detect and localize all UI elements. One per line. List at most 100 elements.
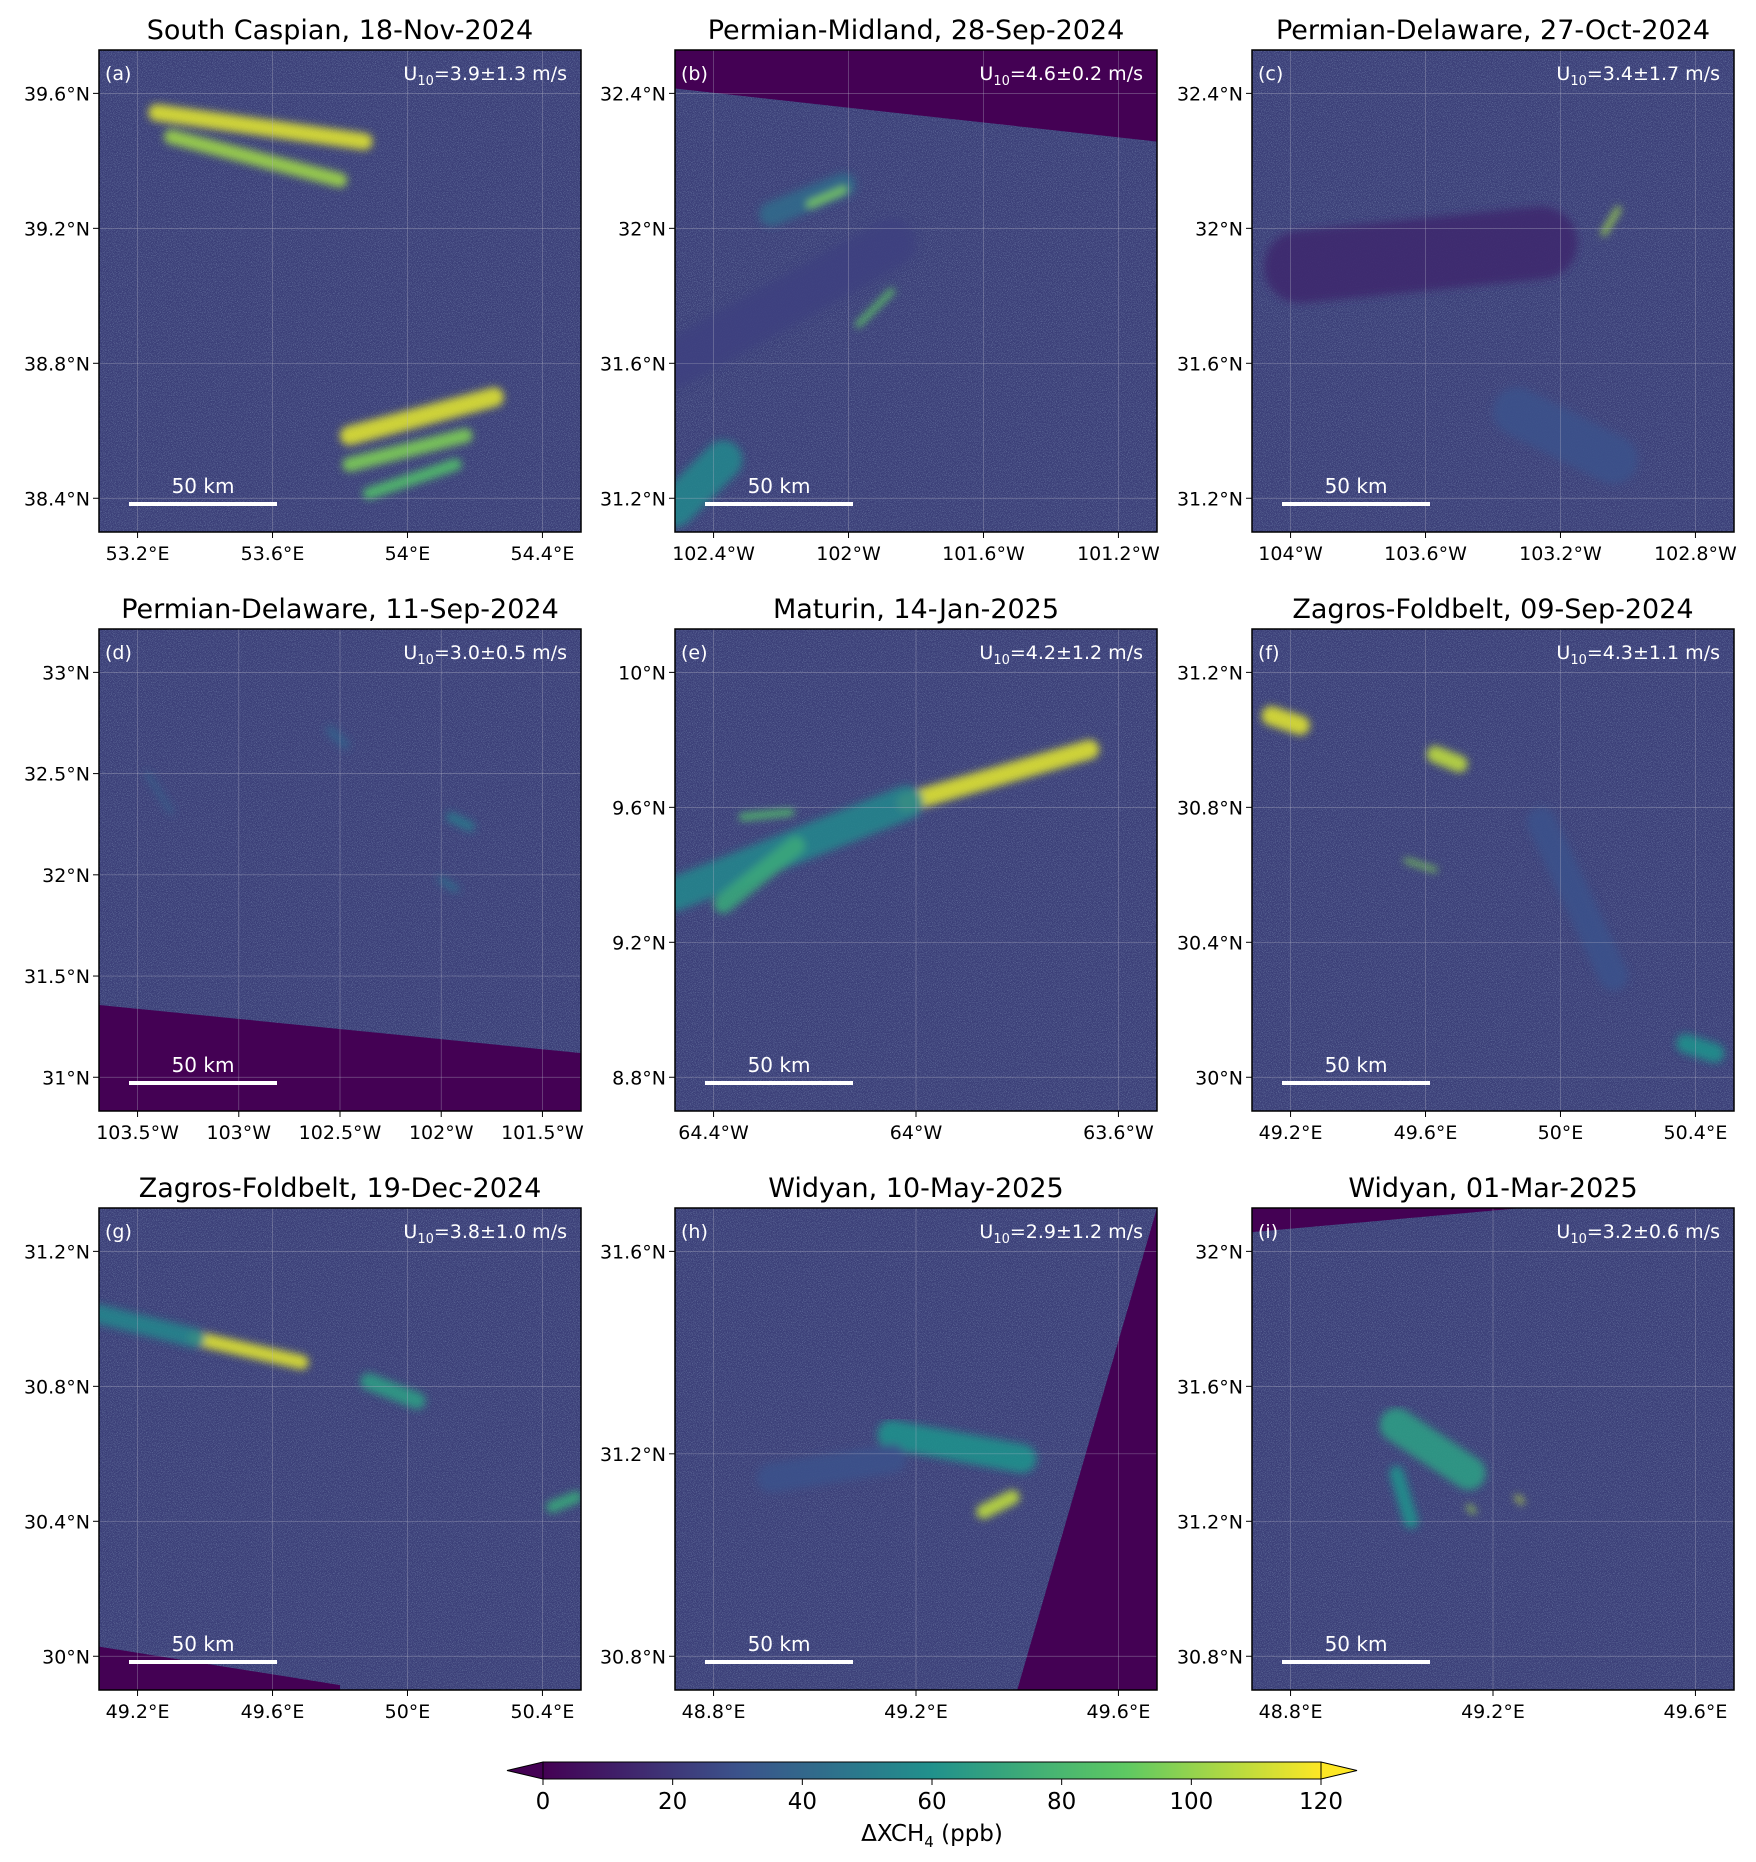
lon-tick-label: 54°E xyxy=(385,543,431,565)
colorbar-label: ΔXCH4 (ppb) xyxy=(861,1821,1003,1851)
lon-tick-label: 49.2°E xyxy=(106,1701,170,1723)
lat-tick-label: 8.8°N xyxy=(612,1067,666,1089)
panel-frame xyxy=(1251,1207,1735,1691)
lon-tick-label: 49.6°E xyxy=(1664,1701,1728,1723)
methane-plume xyxy=(806,186,848,208)
no-data-region xyxy=(99,1646,340,1690)
wind-speed: U10=2.9±1.2 m/s xyxy=(979,1221,1143,1247)
lat-tick-label: 33°N xyxy=(42,662,90,684)
lat-tick-label: 30.4°N xyxy=(24,1511,90,1533)
noise-texture xyxy=(99,1208,581,1690)
lat-tick-label: 31.6°N xyxy=(600,1241,666,1263)
lat-tick-label: 31.6°N xyxy=(600,353,666,375)
lat-tick-label: 31.2°N xyxy=(1177,662,1243,684)
methane-plume xyxy=(675,218,917,388)
colorbar-tick-label: 60 xyxy=(917,1789,946,1815)
methane-plume xyxy=(1261,706,1310,736)
lat-tick-label: 32.4°N xyxy=(600,83,666,105)
methane-plume xyxy=(675,440,743,528)
panel-letter: (b) xyxy=(681,63,708,85)
panel-title: Permian-Midland, 28-Sep-2024 xyxy=(708,15,1125,46)
lat-tick-label: 31.6°N xyxy=(1177,1376,1243,1398)
colorbar: 0 20 40 60 80 100 120 ΔXCH4 (ppb) xyxy=(506,1761,1358,1851)
lat-tick-label: 32°N xyxy=(618,218,666,240)
lat-tick-label: 32°N xyxy=(1195,218,1243,240)
scale-bar-label: 50 km xyxy=(172,1632,235,1656)
lat-tick-label: 39.6°N xyxy=(24,83,90,105)
wind-speed: U10=3.4±1.7 m/s xyxy=(1556,63,1720,89)
lat-tick-label: 30.8°N xyxy=(24,1376,90,1398)
scale-bar-label: 50 km xyxy=(1325,1632,1388,1656)
lat-tick-label: 38.4°N xyxy=(24,488,90,510)
lat-tick-label: 30.8°N xyxy=(600,1646,666,1668)
panel-title: Widyan, 01-Mar-2025 xyxy=(1348,1173,1637,1204)
no-data-region xyxy=(675,50,1157,142)
methane-plume xyxy=(877,1420,1037,1474)
panel-frame xyxy=(674,49,1158,533)
lon-tick-label: 49.2°E xyxy=(1259,1122,1323,1144)
methane-plume xyxy=(1676,1033,1725,1063)
wind-speed: U10=4.3±1.1 m/s xyxy=(1556,642,1720,668)
lon-tick-label: 49.2°E xyxy=(884,1701,948,1723)
colorbar-tick-label: 120 xyxy=(1299,1789,1343,1815)
map-panel: 32.4°N 32°N 31.6°N 31.2°N 104°W 103.6°W 103.2°… xyxy=(1177,15,1737,565)
methane-plume xyxy=(896,739,1100,813)
map-panel: 39.6°N 39.2°N 38.8°N 38.4°N 53.2°E 53.6°E 54°E… xyxy=(24,15,582,565)
lon-tick-label: 103.5°W xyxy=(96,1122,179,1144)
methane-plume xyxy=(1264,206,1578,304)
panel-title: Permian-Delaware, 11-Sep-2024 xyxy=(121,594,559,625)
methane-plume xyxy=(1600,206,1622,237)
lat-tick-label: 32.4°N xyxy=(1177,83,1243,105)
panel-title: South Caspian, 18-Nov-2024 xyxy=(147,15,534,46)
colorbar-tick-label: 40 xyxy=(788,1789,817,1815)
lon-tick-label: 103.6°W xyxy=(1384,543,1467,565)
colorbar-tick-label: 80 xyxy=(1047,1789,1076,1815)
panel-letter: (e) xyxy=(681,642,708,664)
methane-plume xyxy=(437,876,460,893)
lat-tick-label: 30.8°N xyxy=(1177,1646,1243,1668)
lon-tick-label: 50°E xyxy=(1538,1122,1584,1144)
noise-texture xyxy=(1252,629,1734,1111)
lat-tick-label: 30°N xyxy=(42,1646,90,1668)
lat-tick-label: 31.2°N xyxy=(1177,488,1243,510)
lon-tick-label: 102.5°W xyxy=(299,1122,382,1144)
panel-letter: (i) xyxy=(1258,1221,1278,1243)
lon-tick-label: 49.6°E xyxy=(241,1701,305,1723)
scale-bar-label: 50 km xyxy=(748,1053,811,1077)
lon-tick-label: 53.6°E xyxy=(241,543,305,565)
panel-frame xyxy=(1251,628,1735,1112)
lat-tick-label: 9.6°N xyxy=(612,797,666,819)
panel-title: Maturin, 14-Jan-2025 xyxy=(773,594,1059,625)
lat-tick-label: 9.2°N xyxy=(612,932,666,954)
methane-plume xyxy=(144,771,174,815)
methane-plume xyxy=(976,1489,1020,1519)
methane-plume xyxy=(1466,1504,1477,1515)
lon-tick-label: 64°W xyxy=(890,1122,943,1144)
map-panel: 32°N 31.6°N 31.2°N 30.8°N 48.8°E 49.2°E 49.6°E… xyxy=(1177,1173,1735,1723)
scale-bar-label: 50 km xyxy=(1325,474,1388,498)
lat-tick-label: 31.5°N xyxy=(24,966,90,988)
methane-plume xyxy=(713,836,806,914)
scale-bar-label: 50 km xyxy=(1325,1053,1388,1077)
lat-tick-label: 38.8°N xyxy=(24,353,90,375)
methane-plume xyxy=(1379,1408,1486,1490)
panel-frame xyxy=(98,628,582,1112)
panel-frame xyxy=(98,49,582,533)
lon-tick-label: 103.2°W xyxy=(1519,543,1602,565)
methane-plume xyxy=(1526,807,1628,991)
lon-tick-label: 104°W xyxy=(1258,543,1323,565)
methane-plume xyxy=(164,129,348,188)
methane-plume xyxy=(1492,387,1638,484)
lon-tick-label: 50°E xyxy=(385,1701,431,1723)
lon-tick-label: 49.6°E xyxy=(1087,1701,1151,1723)
scale-bar-label: 50 km xyxy=(748,474,811,498)
panel-title: Permian-Delaware, 27-Oct-2024 xyxy=(1276,15,1710,46)
lon-tick-label: 101.6°W xyxy=(942,543,1025,565)
map-panel: 33°N 32.5°N 32°N 31.5°N 31°N 103.5°W 103°W 102.… xyxy=(24,594,584,1144)
lon-tick-label: 54.4°E xyxy=(511,543,575,565)
lon-tick-label: 49.6°E xyxy=(1394,1122,1458,1144)
colorbar-max-extend xyxy=(1320,1761,1358,1780)
map-panel: 31.2°N 30.8°N 30.4°N 30°N 49.2°E 49.6°E 50°E 50… xyxy=(24,1173,582,1723)
map-panel: 32.4°N 32°N 31.6°N 31.2°N 102.4°W 102°W 101.6°… xyxy=(600,15,1160,565)
